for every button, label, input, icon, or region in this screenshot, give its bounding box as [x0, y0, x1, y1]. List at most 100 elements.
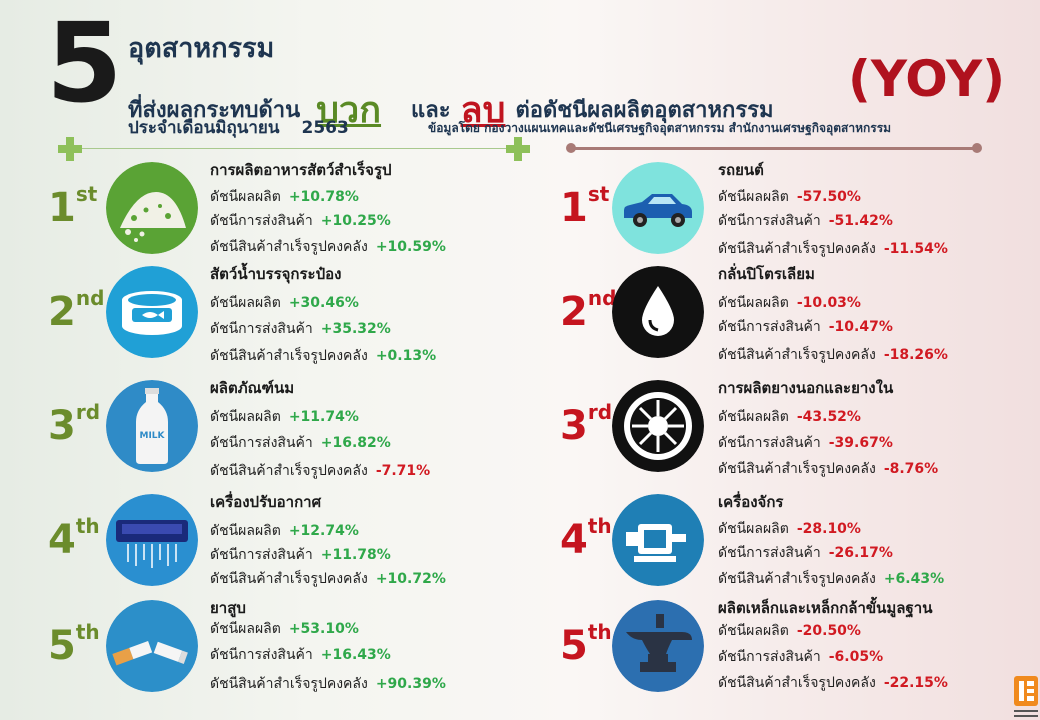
- source-text: ข้อมูลโดย กองวางแผนเทคและดัชนีเศรษฐกิจอุ…: [428, 121, 892, 135]
- index-line: ดัชนีสินค้าสำเร็จรูปคงคลัง -11.54%: [718, 238, 948, 260]
- index-value: -6.05%: [828, 649, 884, 665]
- index-value: -26.17%: [828, 545, 893, 561]
- index-value: +12.74%: [288, 523, 359, 539]
- car-icon: [612, 162, 704, 254]
- rank-suffix: th: [587, 514, 612, 538]
- index-line: ดัชนีการส่งสินค้า +16.82%: [210, 432, 391, 454]
- index-line: ดัชนีสินค้าสำเร็จรูปคงคลัง +6.43%: [718, 568, 944, 590]
- rank-label: 5th: [560, 622, 612, 669]
- item-title: การผลิตยางนอกและยางใน: [718, 379, 894, 397]
- rank-label: 2nd: [560, 288, 616, 332]
- index-label: ดัชนีผลผลิต: [718, 295, 789, 311]
- index-label: ดัชนีผลผลิต: [718, 521, 789, 537]
- index-value: +6.43%: [883, 571, 945, 587]
- index-line: ดัชนีผลผลิต -57.50%: [718, 186, 861, 208]
- index-line: ดัชนีผลผลิต -10.03%: [718, 292, 861, 314]
- rank-suffix: st: [75, 182, 98, 206]
- item-title: รถยนต์: [718, 161, 764, 179]
- index-label: ดัชนีสินค้าสำเร็จรูปคงคลัง: [210, 676, 368, 692]
- index-value: +10.25%: [320, 213, 391, 229]
- title-pre: ที่ส่งผลกระทบด้าน: [128, 98, 301, 123]
- divider-cap: [566, 143, 576, 153]
- index-line: ดัชนีการส่งสินค้า +11.78%: [210, 544, 391, 566]
- index-line: ดัชนีผลผลิต -20.50%: [718, 620, 861, 642]
- index-label: ดัชนีการส่งสินค้า: [210, 435, 313, 451]
- index-line: ดัชนีสินค้าสำเร็จรูปคงคลัง +10.72%: [210, 568, 446, 590]
- rank-number: 5: [48, 623, 76, 669]
- rank-suffix: th: [587, 620, 612, 644]
- index-label: ดัชนีผลผลิต: [210, 409, 281, 425]
- rank-label: 3rd: [48, 402, 100, 449]
- index-line: ดัชนีการส่งสินค้า +35.32%: [210, 318, 391, 340]
- item-title: เครื่องจักร: [718, 493, 784, 511]
- index-label: ดัชนีผลผลิต: [210, 523, 281, 539]
- rank-number: 2: [48, 289, 76, 335]
- item-title: ผลิตภัณฑ์นม: [210, 379, 295, 397]
- index-value: -39.67%: [828, 435, 893, 451]
- index-value: -43.52%: [796, 409, 861, 425]
- item-title: กลั่นปิโตรเลียม: [718, 265, 815, 283]
- air-conditioner-icon: [106, 494, 198, 586]
- index-label: ดัชนีผลผลิต: [210, 295, 281, 311]
- divider-left: [70, 148, 520, 149]
- index-value: -10.03%: [796, 295, 861, 311]
- index-label: ดัชนีการส่งสินค้า: [210, 321, 313, 337]
- index-label: ดัชนีสินค้าสำเร็จรูปคงคลัง: [718, 675, 876, 691]
- item-title: สัตว์น้ำบรรจุกระป๋อง: [210, 265, 342, 283]
- year-text: 2563: [301, 118, 349, 138]
- rank-number: 3: [560, 403, 588, 449]
- rank-suffix: th: [75, 620, 100, 644]
- rank-number: 5: [560, 623, 588, 669]
- rank-number: 4: [560, 517, 588, 563]
- rank-suffix: nd: [587, 286, 617, 310]
- rank-label: 4th: [48, 516, 100, 563]
- index-line: ดัชนีการส่งสินค้า +16.43%: [210, 644, 391, 666]
- index-line: ดัชนีการส่งสินค้า +10.25%: [210, 210, 391, 232]
- rank-label: 2nd: [48, 288, 104, 335]
- index-line: ดัชนีสินค้าสำเร็จรูปคงคลัง -18.26%: [718, 344, 948, 366]
- index-label: ดัชนีการส่งสินค้า: [210, 547, 313, 563]
- negative-word: ลบ: [460, 90, 506, 131]
- index-label: ดัชนีผลผลิต: [210, 189, 281, 205]
- index-label: ดัชนีการส่งสินค้า: [718, 545, 821, 561]
- index-label: ดัชนีการส่งสินค้า: [718, 435, 821, 451]
- index-value: -8.76%: [883, 461, 939, 477]
- electric-motor-icon: [612, 494, 704, 586]
- item-title: ยาสูบ: [210, 599, 246, 617]
- canned-fish-icon: [106, 266, 198, 358]
- rank-label: 1st: [48, 184, 97, 228]
- index-line: ดัชนีผลผลิต +12.74%: [210, 520, 359, 542]
- index-line: ดัชนีผลผลิต +53.10%: [210, 618, 359, 640]
- cigarette-icon: [106, 600, 198, 692]
- index-label: ดัชนีผลผลิต: [718, 189, 789, 205]
- index-value: +16.82%: [320, 435, 391, 451]
- index-label: ดัชนีการส่งสินค้า: [718, 213, 821, 229]
- index-value: -28.10%: [796, 521, 861, 537]
- index-value: +10.59%: [375, 239, 446, 255]
- index-value: +11.74%: [288, 409, 359, 425]
- index-value: -18.26%: [883, 347, 948, 363]
- index-value: -57.50%: [796, 189, 861, 205]
- oie-logo: [1012, 672, 1040, 720]
- index-line: ดัชนีสินค้าสำเร็จรูปคงคลัง +10.59%: [210, 236, 446, 258]
- index-value: +10.72%: [375, 571, 446, 587]
- rank-number: 3: [48, 403, 76, 449]
- rank-suffix: rd: [75, 400, 101, 424]
- month-line: ประจำเดือนมิถุนายน 2563: [128, 114, 349, 141]
- index-line: ดัชนีผลผลิต -43.52%: [718, 406, 861, 428]
- index-value: -51.42%: [828, 213, 893, 229]
- index-line: ดัชนีผลผลิต -28.10%: [718, 518, 861, 540]
- anvil-icon: [612, 600, 704, 692]
- index-line: ดัชนีสินค้าสำเร็จรูปคงคลัง -8.76%: [718, 458, 938, 480]
- rank-suffix: nd: [75, 286, 105, 310]
- tire-icon: [612, 380, 704, 472]
- index-line: ดัชนีผลผลิต +11.74%: [210, 406, 359, 428]
- index-value: -22.15%: [883, 675, 948, 691]
- rank-number: 4: [48, 517, 76, 563]
- index-label: ดัชนีการส่งสินค้า: [210, 647, 313, 663]
- index-label: ดัชนีสินค้าสำเร็จรูปคงคลัง: [210, 571, 368, 587]
- oil-drop-icon: [612, 266, 704, 358]
- index-value: +0.13%: [375, 348, 437, 364]
- index-label: ดัชนีการส่งสินค้า: [210, 213, 313, 229]
- index-line: ดัชนีการส่งสินค้า -51.42%: [718, 210, 893, 232]
